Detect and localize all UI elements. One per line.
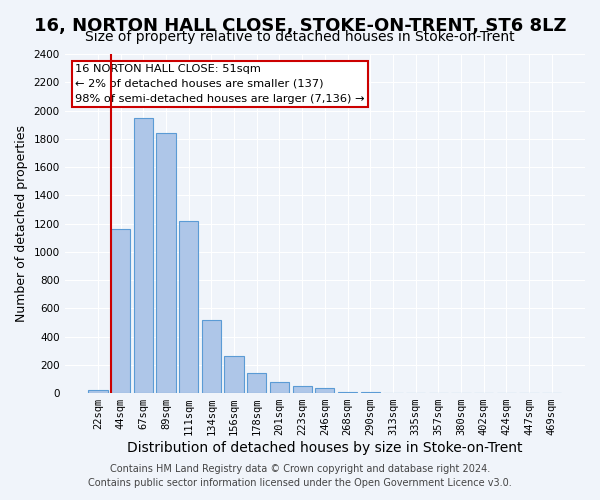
Bar xyxy=(361,392,380,393)
Bar xyxy=(338,392,357,393)
Text: Size of property relative to detached houses in Stoke-on-Trent: Size of property relative to detached ho… xyxy=(85,30,515,44)
Bar xyxy=(134,118,153,393)
Bar xyxy=(88,390,107,393)
Text: 16 NORTON HALL CLOSE: 51sqm
← 2% of detached houses are smaller (137)
98% of sem: 16 NORTON HALL CLOSE: 51sqm ← 2% of deta… xyxy=(75,64,365,104)
Bar xyxy=(111,229,130,393)
Bar xyxy=(270,382,289,393)
X-axis label: Distribution of detached houses by size in Stoke-on-Trent: Distribution of detached houses by size … xyxy=(127,441,523,455)
Bar xyxy=(224,356,244,393)
Bar xyxy=(157,133,176,393)
Bar xyxy=(179,220,199,393)
Bar xyxy=(315,388,334,393)
Y-axis label: Number of detached properties: Number of detached properties xyxy=(15,125,28,322)
Bar xyxy=(293,386,312,393)
Text: Contains HM Land Registry data © Crown copyright and database right 2024.
Contai: Contains HM Land Registry data © Crown c… xyxy=(88,464,512,487)
Text: 16, NORTON HALL CLOSE, STOKE-ON-TRENT, ST6 8LZ: 16, NORTON HALL CLOSE, STOKE-ON-TRENT, S… xyxy=(34,18,566,36)
Bar xyxy=(202,320,221,393)
Bar xyxy=(247,372,266,393)
